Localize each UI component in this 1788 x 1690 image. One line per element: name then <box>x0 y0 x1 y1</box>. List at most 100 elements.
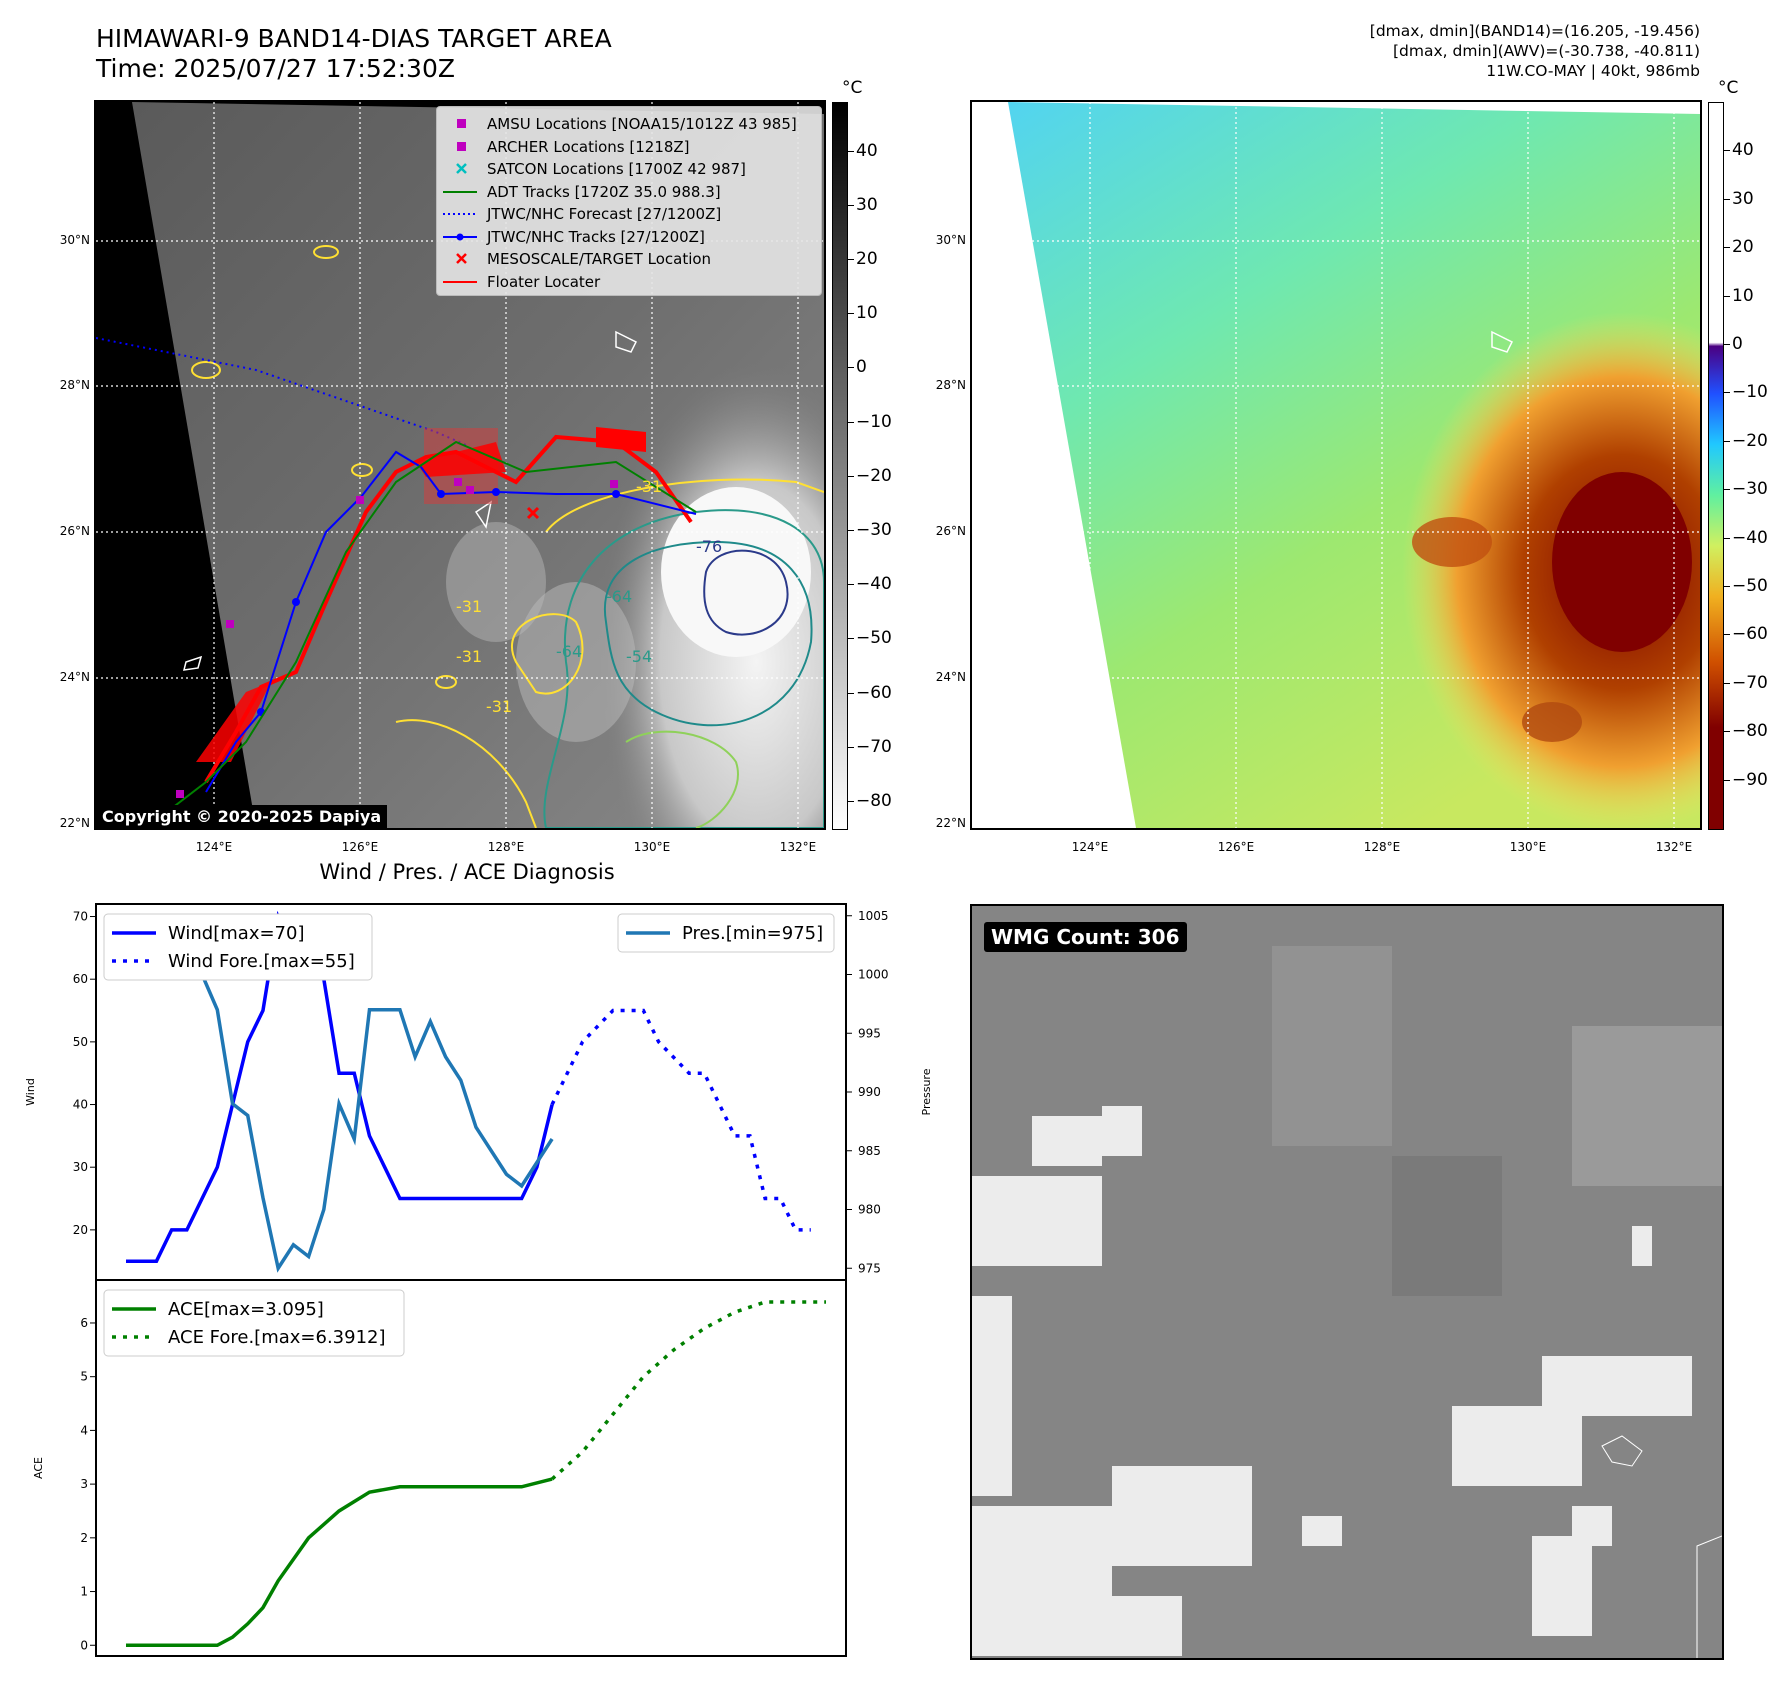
contour-label: -64 <box>606 587 632 606</box>
wmg-count-label: WMG Count: 306 <box>984 922 1187 952</box>
legend-marker <box>443 213 477 215</box>
axis-tick-label: 50 <box>73 1035 88 1049</box>
coastline <box>1696 1535 1722 1658</box>
chart-title-line1: HIMAWARI-9 BAND14-DIAS TARGET AREA <box>96 24 612 53</box>
contour-label: -31 <box>486 697 512 716</box>
contour-line <box>511 613 584 695</box>
contour-line <box>313 245 339 259</box>
colorbar-tick <box>1724 150 1730 152</box>
axis-tick-label: 60 <box>73 972 88 986</box>
colorbar-tick-label: 30 <box>1732 188 1754 209</box>
colorbar-tick-label: 10 <box>1732 285 1754 306</box>
axis-tick-label: 3 <box>80 1477 88 1491</box>
chart-legend-label: ACE[max=3.095] <box>168 1299 324 1320</box>
coastline <box>1491 330 1514 353</box>
contour-line <box>435 675 457 689</box>
copyright-label: Copyright © 2020-2025 Dapiya <box>96 805 388 828</box>
legend-marker <box>456 253 467 264</box>
jtwc-forecast-track <box>96 337 467 446</box>
axis-tick-label: 0 <box>80 1638 88 1652</box>
colorbar-tick <box>848 746 854 748</box>
ir-colorbar-unit: °C <box>842 78 863 98</box>
floater-swath <box>416 442 506 477</box>
wmg-bright-patches <box>972 1106 1692 1656</box>
adt-track <box>145 440 697 828</box>
jtwc-track-points <box>257 488 620 716</box>
cloud-patch <box>446 522 546 642</box>
floater-swath <box>196 682 271 762</box>
diagnosis-title: Wind / Pres. / ACE Diagnosis <box>319 860 615 884</box>
wind-line <box>126 910 554 1263</box>
stats-line1: [dmax, dmin](BAND14)=(16.205, -19.456) <box>1369 22 1700 40</box>
lon-label: 132°E <box>1655 840 1693 854</box>
legend-label: ADT Tracks [1720Z 35.0 988.3] <box>487 182 721 201</box>
legend-label: SATCON Locations [1700Z 42 987] <box>487 160 746 178</box>
colorbar-tick-label: −40 <box>1732 527 1768 548</box>
colorbar-tick-label: 0 <box>856 357 867 378</box>
map-legend: AMSU Locations [NOAA15/1012Z 43 985] ARCH… <box>436 106 822 296</box>
archer-markers <box>176 478 618 798</box>
colorbar-tick-label: 40 <box>856 140 878 161</box>
colorbar-tick-label: −30 <box>856 520 892 540</box>
chart-legend-label: Wind[max=70] <box>168 923 305 944</box>
colorbar-tick-label: −60 <box>1732 624 1768 645</box>
awv-colorbar-unit: °C <box>1718 78 1739 98</box>
colorbar-tick <box>848 475 854 477</box>
coastline <box>1601 1435 1643 1467</box>
lat-label: 26°N <box>935 524 966 538</box>
wmg-panel[interactable]: WMG Count: 306 <box>970 904 1724 1660</box>
contour-label: -31 <box>636 477 662 496</box>
colorbar-tick <box>848 584 854 586</box>
legend-marker <box>443 233 477 240</box>
contour-line <box>545 478 824 533</box>
coastline <box>183 655 203 671</box>
chart-legend <box>103 1289 405 1357</box>
axis-tick-label: 4 <box>80 1423 88 1437</box>
axis-tick-label: 1 <box>80 1585 88 1599</box>
colorbar-tick <box>848 259 854 261</box>
axis-tick-label: 980 <box>858 1203 881 1217</box>
cloud-patch <box>516 582 636 742</box>
axis-tick-label: 1005 <box>858 909 889 923</box>
colorbar-tick <box>848 204 854 206</box>
axis-tick-label: 70 <box>73 910 88 924</box>
axis-tick-label: 995 <box>858 1026 881 1040</box>
colorbar-tick <box>1724 489 1730 491</box>
contour-label: -31 <box>456 597 482 616</box>
contour-line <box>351 463 373 477</box>
ace-line <box>550 1300 826 1481</box>
awv-map-panel[interactable] <box>970 100 1702 830</box>
colorbar-tick <box>1724 392 1730 394</box>
colorbar-tick <box>1724 731 1730 733</box>
lat-label: 24°N <box>935 670 966 684</box>
lat-label: 22°N <box>59 816 90 830</box>
legend-label: Floater Locater <box>487 272 601 291</box>
chart-legend <box>103 913 373 981</box>
axis-tick-label: 40 <box>73 1098 88 1112</box>
colorbar-tick <box>848 421 854 423</box>
axis-tick-label: 5 <box>80 1370 88 1384</box>
contour-label: -31 <box>456 647 482 666</box>
awv-storm <box>1402 312 1700 828</box>
contour-line <box>703 549 789 636</box>
axis-tick-label: 990 <box>858 1085 881 1099</box>
chart-legend <box>617 913 835 953</box>
legend-label: JTWC/NHC Forecast [27/1200Z] <box>487 205 722 223</box>
colorbar-tick <box>1724 586 1730 587</box>
lon-label: 124°E <box>195 840 233 854</box>
ir-map-panel[interactable]: -31 -64 -76 -31 -64 -31 -31 -54 AMSU Loc… <box>94 100 826 830</box>
colorbar-tick <box>1724 440 1730 442</box>
chart-legend-label: Wind Fore.[max=55] <box>168 951 355 972</box>
lon-label: 132°E <box>779 840 817 854</box>
target-marker <box>526 506 540 520</box>
colorbar-tick-label: 20 <box>856 249 878 270</box>
axis-tick-label: 20 <box>73 1223 88 1237</box>
wmg-image <box>972 906 1722 1658</box>
stats-line2: [dmax, dmin](AWV)=(-30.738, -40.811) <box>1393 42 1700 60</box>
awv-patch <box>1412 517 1492 567</box>
contour-line <box>625 730 739 828</box>
legend-marker <box>443 280 477 283</box>
axis-tick-label: 1000 <box>858 968 889 982</box>
lat-label: 28°N <box>935 378 966 392</box>
colorbar-tick-label: −30 <box>1732 479 1768 500</box>
